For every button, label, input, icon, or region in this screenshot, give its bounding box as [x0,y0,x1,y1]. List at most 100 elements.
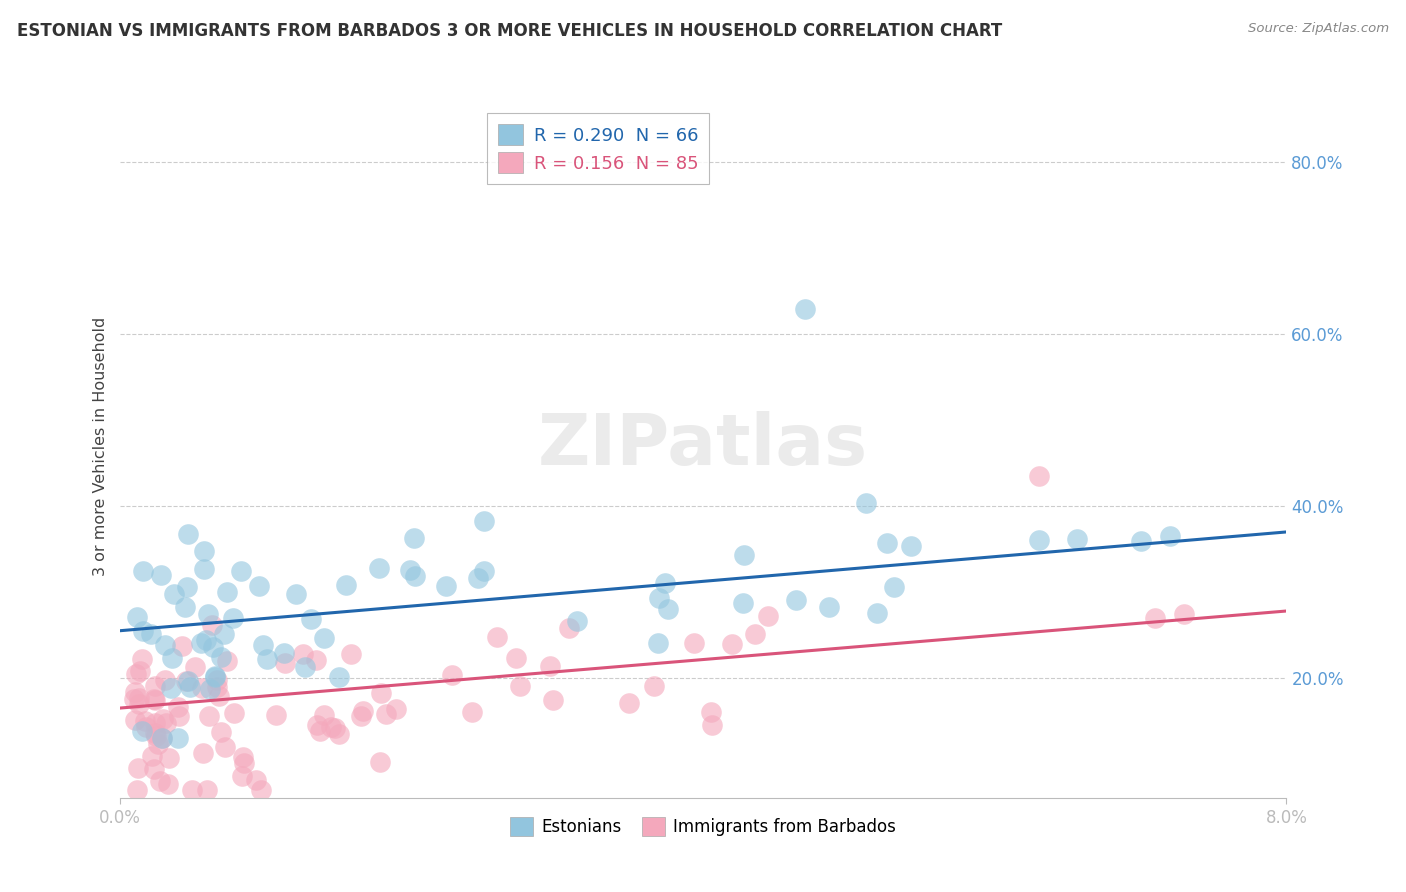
Point [131,652,153,666]
Point [328,726,350,740]
Point [224,706,246,720]
Point [485,630,508,644]
Point [190,681,212,695]
Point [467,571,489,585]
Point [132,564,155,578]
Point [370,686,392,700]
Point [160,651,183,665]
Point [368,755,391,769]
Point [181,782,204,797]
Point [217,654,239,668]
Point [299,612,322,626]
Point [128,664,150,678]
Point [159,681,181,695]
Point [328,670,350,684]
Point [142,691,165,706]
Point [198,681,221,696]
Point [195,782,218,797]
Point [720,637,742,651]
Point [794,301,817,316]
Point [157,750,180,764]
Point [204,669,226,683]
Point [252,638,274,652]
Point [143,716,166,731]
Point [543,692,565,706]
Point [232,756,254,771]
Point [163,587,186,601]
Point [700,705,723,719]
Point [285,587,308,601]
Point [149,774,172,789]
Point [461,705,484,719]
Point [152,713,174,727]
Point [222,611,245,625]
Point [247,579,270,593]
Point [264,707,287,722]
Point [128,761,150,775]
Point [124,685,146,699]
Point [131,724,153,739]
Point [143,679,166,693]
Point [305,653,328,667]
Point [132,624,155,638]
Point [128,697,150,711]
Point [122,692,145,706]
Point [232,750,254,764]
Point [157,777,180,791]
Point [385,701,408,715]
Point [155,673,177,687]
Point [143,726,166,740]
Point [273,646,295,660]
Point [150,731,173,745]
Point [193,562,215,576]
Point [1066,533,1088,547]
Point [883,580,905,594]
Point [340,647,363,661]
Legend: Estonians, Immigrants from Barbados: Estonians, Immigrants from Barbados [503,810,903,843]
Point [440,667,463,681]
Point [197,607,219,621]
Point [124,714,146,728]
Point [731,596,754,610]
Point [402,531,425,545]
Point [617,696,640,710]
Point [190,635,212,649]
Point [170,639,193,653]
Point [312,707,335,722]
Point [565,614,588,628]
Point [1028,533,1050,547]
Point [167,731,190,746]
Point [1144,611,1167,625]
Point [654,575,676,590]
Point [744,626,766,640]
Point [231,769,253,783]
Point [305,718,328,732]
Point [274,657,297,671]
Point [245,773,267,788]
Point [733,548,755,562]
Point [785,593,807,607]
Text: ZIPatlas: ZIPatlas [538,411,868,481]
Point [145,692,167,706]
Point [817,600,839,615]
Point [167,699,190,714]
Point [205,673,228,687]
Point [1159,529,1181,543]
Point [1129,533,1152,548]
Point [155,715,177,730]
Point [139,626,162,640]
Point [350,709,373,723]
Point [1173,607,1195,621]
Point [201,618,224,632]
Point [179,680,201,694]
Point [756,608,779,623]
Text: Source: ZipAtlas.com: Source: ZipAtlas.com [1249,22,1389,36]
Point [231,564,253,578]
Point [643,679,665,693]
Point [201,640,224,654]
Point [505,650,527,665]
Y-axis label: 3 or more Vehicles in Household: 3 or more Vehicles in Household [93,317,108,575]
Point [207,690,229,704]
Point [146,737,169,751]
Point [214,627,236,641]
